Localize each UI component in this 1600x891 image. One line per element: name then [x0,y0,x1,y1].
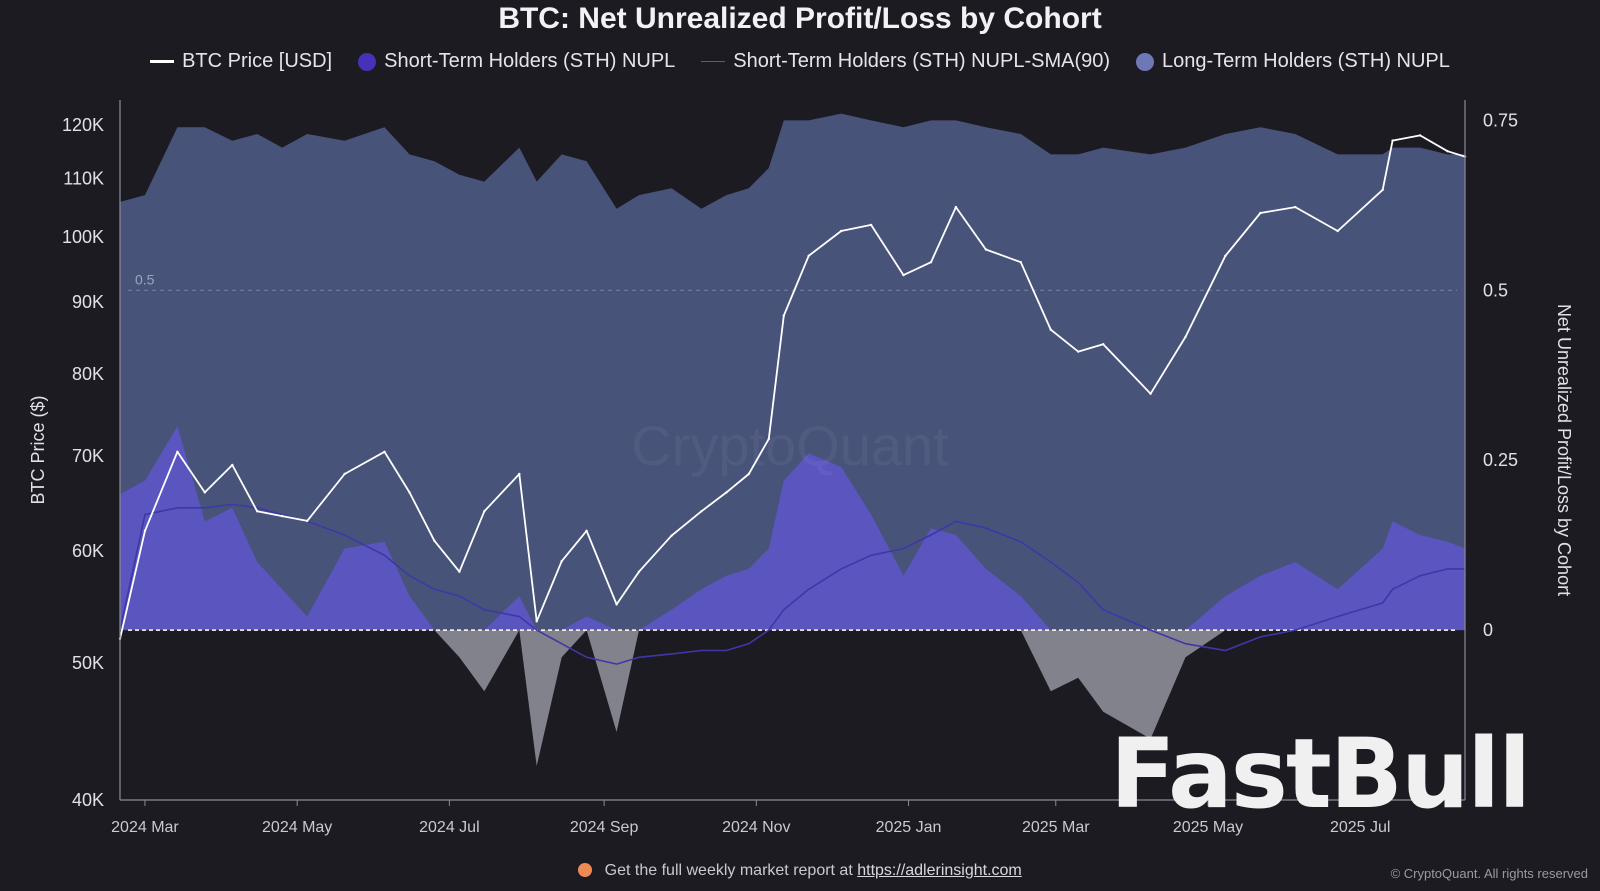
btc-price-point [1381,188,1384,191]
thin-line-swatch-icon [701,61,726,62]
x-tick-label: 2024 Mar [111,819,179,836]
line-swatch-icon [150,60,175,63]
reference-line-label: 0.5 [135,271,155,287]
sth-nupl-sma-line [119,503,1465,665]
btc-price-point [143,529,147,532]
btc-price-point [637,570,641,573]
btc-price-point [408,491,411,494]
legend-label: Short-Term Holders (STH) NUPL [384,50,676,72]
legend-item-lth-nupl[interactable]: Long-Term Holders (STH) NUPL [1136,50,1450,73]
btc-price-point [929,261,933,264]
btc-price-point [1019,261,1022,264]
btc-price-point [281,514,284,518]
left-tick-label: 110K [63,169,104,189]
btc-price-point [585,529,588,532]
legend-label: Short-Term Holders (STH) NUPL-SMA(90) [733,50,1111,72]
btc-price-point [1446,150,1449,153]
btc-price-point [1418,134,1422,137]
btc-price-point [700,510,703,513]
btc-price-point [458,570,461,573]
copyright: © CryptoQuant. All rights reserved [1390,866,1588,881]
right-tick-label: 0.25 [1483,450,1518,470]
btc-price-point [869,223,873,227]
btc-price-point [231,463,234,467]
x-tick-label: 2025 Jan [876,819,942,836]
chart-title: BTC: Net Unrealized Profit/Loss by Cohor… [498,2,1102,35]
left-tick-label: 120K [62,115,104,135]
footer-note: Get the full weekly market report at htt… [0,862,1600,880]
btc-price-point [1102,343,1105,346]
legend-label: BTC Price [USD] [182,50,333,72]
btc-price-line [119,134,1466,640]
btc-price-point [725,491,728,494]
btc-price-point [1259,211,1262,215]
btc-price-point [433,539,436,542]
x-tick-label: 2024 Sep [570,819,639,836]
center-watermark: CryptoQuant [631,414,949,477]
btc-price-point [1391,139,1394,142]
legend-item-sth-nupl[interactable]: Short-Term Holders (STH) NUPL [358,50,675,73]
btc-price-point [535,620,538,623]
legend-item-btc-price[interactable]: BTC Price [USD] [150,50,332,73]
right-tick-label: 0.75 [1483,110,1518,130]
btc-price-point [256,510,259,513]
lth-nupl-area [120,113,1465,631]
btc-price-point [343,472,346,476]
x-tick-label: 2024 Jul [419,819,480,836]
sth-nupl-positive-area [120,426,1465,631]
btc-price-point [306,519,309,523]
x-tick-label: 2024 Nov [722,819,791,836]
footer-link[interactable]: https://adlerinsight.com [857,862,1022,879]
left-axis-title: BTC Price ($) [28,395,48,504]
footer-text: Get the full weekly market report at [604,862,853,879]
btc-price-point [902,273,905,277]
btc-price-point [483,510,486,513]
btc-price-point [560,560,563,563]
x-tick-label: 2025 Jul [1330,819,1391,836]
left-tick-label: 70K [72,446,104,466]
legend-label: Long-Term Holders (STH) NUPL [1162,50,1450,72]
fastbull-watermark: FastBull [1110,718,1531,830]
btc-price-point [1224,254,1227,257]
btc-price-point [615,603,618,606]
sth-nupl-negative-area [120,630,1465,766]
btc-price-point [1184,335,1187,339]
left-tick-label: 100K [62,227,104,247]
btc-price-point [747,472,750,476]
legend-item-sth-sma[interactable]: Short-Term Holders (STH) NUPL-SMA(90) [701,50,1110,73]
btc-price-point [670,534,673,537]
btc-price-point [1077,350,1080,353]
btc-price-point [1294,205,1297,209]
left-tick-label: 60K [72,541,104,561]
btc-price-point [984,248,988,251]
btc-price-point [1049,328,1053,331]
btc-price-point [518,472,521,476]
left-tick-label: 50K [72,653,104,673]
right-axis-title: Net Unrealized Profit/Loss by Cohort [1554,304,1574,596]
btc-price-point [807,254,810,257]
legend: BTC Price [USD] Short-Term Holders (STH)… [0,50,1600,73]
btc-price-point [383,450,386,453]
x-tick-label: 2025 Mar [1022,819,1090,836]
btc-price-point [1336,229,1339,233]
dot-swatch-icon [1136,52,1155,71]
orange-dot-icon [578,863,593,877]
btc-price-point [176,450,179,453]
left-tick-label: 80K [72,364,104,384]
btc-price-point [203,491,206,494]
dot-swatch-icon [358,52,377,71]
x-tick-label: 2024 May [262,819,332,836]
right-tick-label: 0.5 [1483,280,1508,300]
left-tick-label: 90K [72,292,104,312]
btc-price-point [782,314,785,317]
right-tick-label: 0 [1483,620,1493,640]
btc-price-point [954,205,958,209]
left-tick-label: 40K [72,790,104,810]
btc-price-point [767,437,770,441]
btc-price-point [1149,392,1152,395]
x-tick-label: 2025 May [1173,819,1243,836]
btc-price-point [840,229,843,233]
